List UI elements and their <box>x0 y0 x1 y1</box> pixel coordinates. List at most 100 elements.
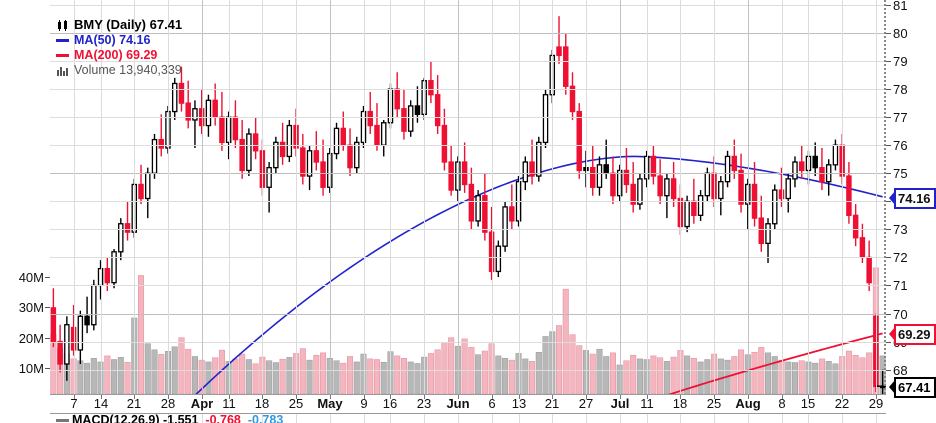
candle-body <box>246 133 252 172</box>
price-tick-label: 76 <box>893 138 908 153</box>
gridline-vertical <box>74 0 75 394</box>
candle-body <box>434 94 441 127</box>
candle-body <box>360 110 367 144</box>
volume-bar <box>252 363 259 394</box>
legend-volume-text: Volume 13,940,339 <box>74 62 182 77</box>
date-tick-label: 18 <box>672 396 688 411</box>
gridline-vertical <box>647 414 648 423</box>
date-tick <box>262 395 263 399</box>
candle-body <box>596 164 603 188</box>
price-tick <box>886 33 891 34</box>
candle-body <box>502 206 508 247</box>
gridline-vertical <box>168 414 169 423</box>
gridline-vertical <box>424 0 425 394</box>
date-tick-label: 9 <box>360 396 368 411</box>
candle-body <box>488 231 495 273</box>
ma200-flag-value: 69.29 <box>898 327 931 342</box>
candle-body <box>765 223 771 245</box>
candle-body <box>798 161 805 172</box>
volume-bar <box>461 338 468 394</box>
date-tick-label: May <box>317 396 343 411</box>
candle-body <box>300 147 306 177</box>
candle-body <box>111 251 117 284</box>
legend-ma50-text: MA(50) 74.16 <box>74 32 151 47</box>
date-tick <box>620 395 621 399</box>
date-tick-label: 21 <box>544 396 560 411</box>
candle-body <box>178 82 185 104</box>
gridline-horizontal <box>50 33 886 34</box>
date-tick <box>458 395 459 399</box>
volume-tick <box>45 307 50 308</box>
candle-body <box>407 105 414 132</box>
price-tick <box>886 89 891 90</box>
volume-bar <box>481 350 488 394</box>
price-plot-area[interactable] <box>50 0 886 394</box>
candle-body <box>738 169 744 205</box>
volume-bar <box>569 334 576 394</box>
candle-body <box>354 141 360 169</box>
price-tick-label: 81 <box>893 0 908 13</box>
price-tick-label: 68 <box>893 363 908 378</box>
candle-body <box>118 223 124 253</box>
date-tick <box>519 395 520 399</box>
price-axis-rule <box>884 0 886 394</box>
candle-body <box>846 175 852 216</box>
volume-bar <box>138 275 145 394</box>
candle-body <box>414 105 421 116</box>
gridline-vertical <box>330 414 331 423</box>
volume-bar <box>191 356 198 394</box>
gridline-horizontal <box>50 314 886 315</box>
volume-bar <box>90 358 97 394</box>
candle-body <box>327 152 333 188</box>
candle-body <box>637 178 643 205</box>
gridline-vertical <box>808 414 809 423</box>
date-tick-label: 22 <box>834 396 850 411</box>
candle-body <box>529 161 535 177</box>
volume-bar <box>556 325 563 394</box>
price-tick <box>886 145 891 146</box>
ma200-line-swatch-icon <box>56 49 71 62</box>
volume-axis: 40M 30M 20M 10M <box>0 0 50 394</box>
gridline-horizontal <box>50 257 886 258</box>
date-tick-label: 6 <box>488 396 496 411</box>
legend-row-ma50: MA(50) 74.16 <box>56 33 182 47</box>
volume-bar <box>158 354 165 394</box>
gridline-horizontal <box>50 370 886 371</box>
date-tick <box>586 395 587 399</box>
candle-body <box>252 133 259 152</box>
candle-body <box>205 99 212 127</box>
last-price-flag: 67.41 <box>889 377 936 398</box>
gridline-vertical <box>552 414 553 423</box>
candle-body <box>522 161 529 183</box>
volume-bar <box>515 353 522 394</box>
date-tick-label: 27 <box>578 396 594 411</box>
price-tick-label: 73 <box>893 222 908 237</box>
volume-bar <box>245 359 252 394</box>
price-tick-label: 78 <box>893 82 908 97</box>
candle-body <box>468 183 475 222</box>
volume-bar <box>603 356 610 394</box>
gridline-vertical <box>876 0 877 394</box>
gridline-vertical <box>364 0 365 394</box>
date-tick-label: Jul <box>610 396 630 411</box>
volume-bar <box>845 350 852 394</box>
candle-body <box>57 340 63 365</box>
legend-symbol-text: BMY (Daily) 67.41 <box>74 16 183 32</box>
date-tick <box>330 395 331 399</box>
ma50-price-flag: 74.16 <box>889 188 936 209</box>
date-tick-label: 14 <box>93 396 109 411</box>
candle-body <box>286 124 293 158</box>
volume-bar <box>313 355 320 394</box>
flag-notch-icon <box>889 326 896 342</box>
date-tick-label: 7 <box>70 396 78 411</box>
volume-bar <box>630 355 637 394</box>
volume-bar <box>111 359 118 394</box>
date-tick-label: 28 <box>160 396 176 411</box>
date-tick-label: Jun <box>446 396 470 411</box>
gridline-vertical <box>101 414 102 423</box>
gridline-vertical <box>714 414 715 423</box>
date-tick <box>842 395 843 399</box>
candle-body <box>401 108 407 132</box>
price-tick-label: 80 <box>893 26 908 41</box>
